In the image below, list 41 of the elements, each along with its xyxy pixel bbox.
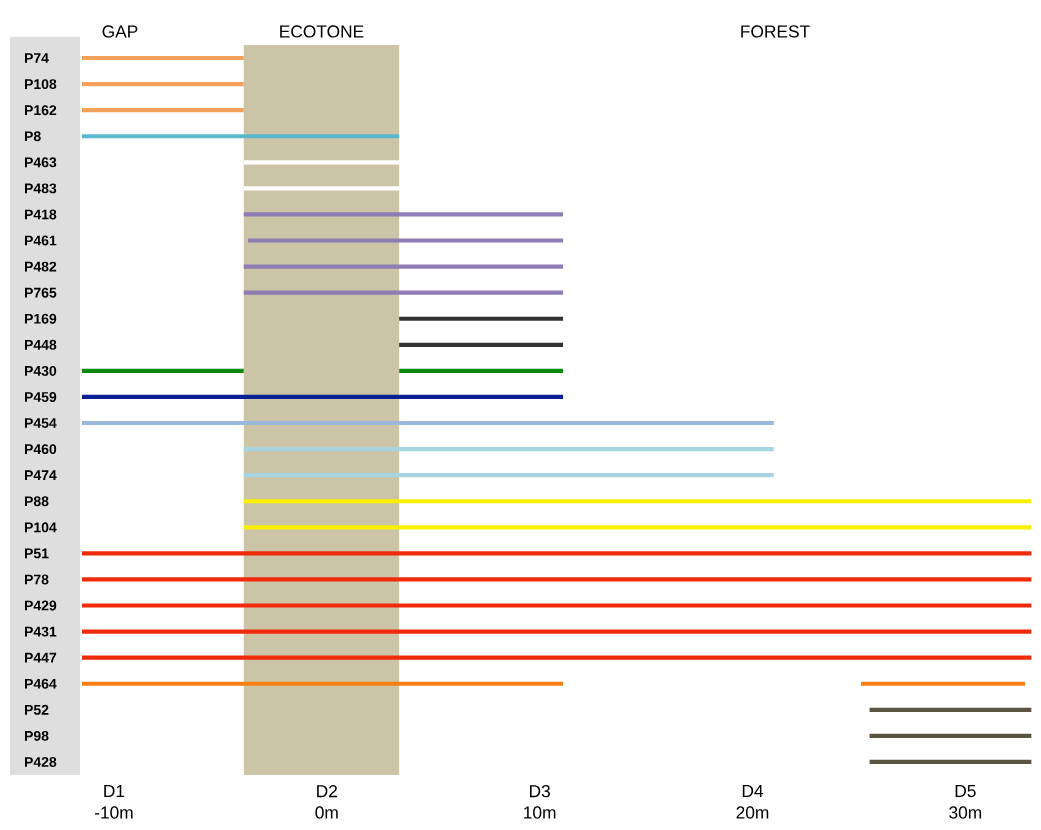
y-tick-label: P98 [24, 730, 49, 741]
x-tick-label: 30m [949, 806, 982, 819]
y-tick-label: P483 [24, 183, 57, 194]
y-tick-label: P430 [24, 365, 57, 376]
y-tick-label: P482 [24, 261, 57, 272]
y-tick-label: P52 [24, 704, 49, 715]
y-tick-label: P463 [24, 157, 57, 168]
y-tick-label: P447 [24, 652, 57, 663]
text: D1 [104, 785, 125, 797]
y-tick-label: P78 [24, 574, 49, 585]
x-tick-label: 0m [315, 806, 338, 819]
y-tick-label: P104 [24, 522, 57, 533]
y-tick-label: P8 [24, 131, 41, 142]
y-tick-label: P418 [24, 209, 57, 220]
y-tick-label: P765 [24, 287, 57, 298]
y-tick-label: P431 [24, 626, 57, 637]
text: FOREST [741, 25, 810, 38]
y-tick-label: P162 [24, 105, 57, 116]
y-tick-label: P474 [24, 470, 57, 480]
y-tick-label: P429 [24, 600, 57, 611]
y-tick-label: P454 [24, 418, 57, 428]
y-tick-label: P428 [24, 757, 57, 767]
text: GAP [102, 25, 138, 38]
y-tick-label: P460 [24, 444, 57, 455]
text: D4 [742, 785, 764, 797]
y-tick-label: P88 [24, 496, 49, 507]
y-tick-label: P51 [24, 548, 49, 559]
x-tick-label: -10m [94, 806, 133, 819]
y-tick-label: P459 [24, 392, 57, 402]
text: D2 [317, 785, 337, 798]
y-tick-label: P464 [24, 678, 57, 689]
y-tick-label: P74 [24, 53, 49, 63]
x-tick-label: 10m [524, 806, 556, 819]
text: D3 [529, 785, 550, 798]
x-tick-label: 20m [736, 806, 769, 819]
band-label: ECOTONE [280, 25, 364, 38]
y-tick-label: P169 [24, 313, 57, 324]
text: D5 [955, 785, 976, 798]
y-tick-label: P461 [24, 235, 57, 246]
y-tick-label: P108 [24, 79, 57, 90]
y-tick-label: P448 [24, 339, 57, 350]
